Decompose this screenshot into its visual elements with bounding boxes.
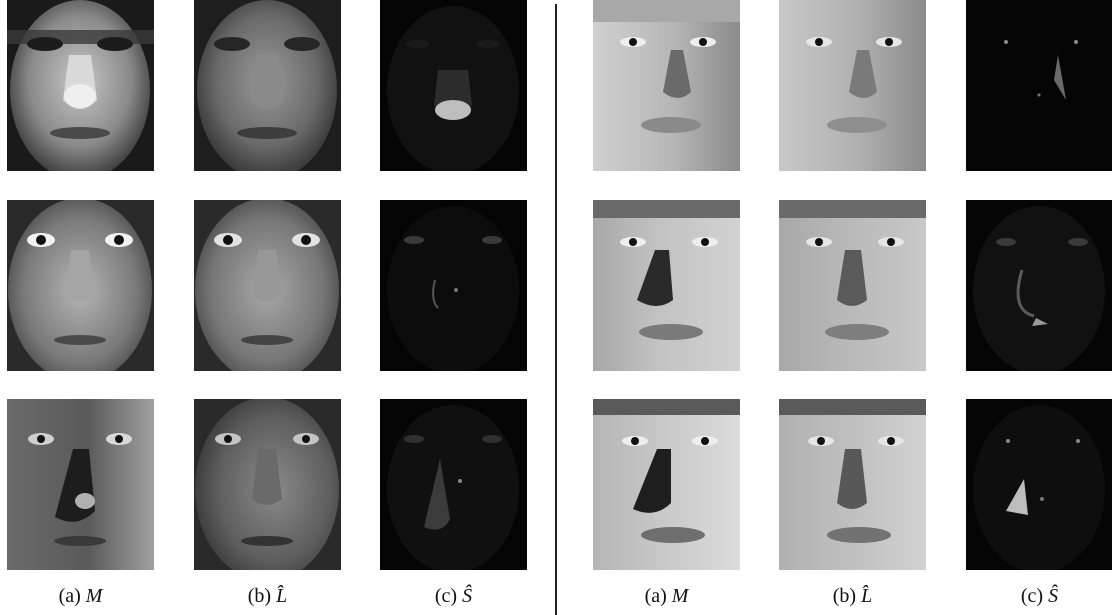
face-svg bbox=[966, 399, 1112, 570]
face-image-m-row1-left bbox=[7, 0, 154, 171]
face-svg bbox=[779, 0, 926, 171]
caption-a-right: (a) M bbox=[593, 585, 740, 608]
caption-symbol: L̂ bbox=[861, 585, 873, 607]
face-image-m-row2-right bbox=[593, 200, 740, 371]
face-svg bbox=[779, 399, 926, 570]
face-svg bbox=[593, 200, 740, 371]
face-image-s-row2-left bbox=[380, 200, 527, 371]
face-image-m-row3-left bbox=[7, 399, 154, 570]
face-image-m-row1-right bbox=[593, 0, 740, 171]
face-image-l-row1-left bbox=[194, 0, 341, 171]
caption-prefix: (c) bbox=[434, 585, 458, 607]
face-svg bbox=[593, 0, 740, 171]
caption-prefix: (c) bbox=[1020, 585, 1044, 607]
face-image-l-row2-right bbox=[779, 200, 926, 371]
face-svg bbox=[7, 399, 154, 570]
face-svg bbox=[380, 399, 527, 570]
face-svg bbox=[380, 200, 527, 371]
face-image-m-row3-right bbox=[593, 399, 740, 570]
face-image-s-row2-right bbox=[966, 200, 1112, 371]
face-svg bbox=[194, 200, 341, 371]
face-image-l-row3-left bbox=[194, 399, 341, 570]
face-image-l-row3-right bbox=[779, 399, 926, 570]
face-image-s-row3-left bbox=[380, 399, 527, 570]
caption-prefix: (a) bbox=[644, 585, 667, 607]
caption-symbol: L̂ bbox=[276, 585, 288, 607]
caption-c-right: (c) Ŝ bbox=[966, 585, 1112, 608]
face-svg bbox=[194, 399, 341, 570]
face-image-s-row1-right bbox=[966, 0, 1112, 171]
face-svg bbox=[380, 0, 527, 171]
right-figure-group: (a) M (b) L̂ (c) Ŝ bbox=[557, 0, 1112, 615]
face-image-s-row1-left bbox=[380, 0, 527, 171]
face-svg bbox=[593, 399, 740, 570]
face-svg bbox=[7, 200, 154, 371]
caption-symbol: M bbox=[85, 585, 103, 607]
caption-symbol: Ŝ bbox=[462, 585, 473, 607]
face-svg bbox=[966, 200, 1112, 371]
caption-prefix: (b) bbox=[247, 585, 272, 607]
face-svg bbox=[194, 0, 341, 171]
face-image-m-row2-left bbox=[7, 200, 154, 371]
caption-prefix: (b) bbox=[832, 585, 857, 607]
vertical-divider bbox=[555, 4, 557, 615]
caption-prefix: (a) bbox=[58, 585, 81, 607]
face-svg bbox=[7, 0, 154, 171]
face-image-l-row1-right bbox=[779, 0, 926, 171]
caption-symbol: Ŝ bbox=[1048, 585, 1059, 607]
caption-c-left: (c) Ŝ bbox=[380, 585, 527, 608]
face-image-s-row3-right bbox=[966, 399, 1112, 570]
caption-a-left: (a) M bbox=[7, 585, 154, 608]
caption-symbol: M bbox=[671, 585, 689, 607]
caption-b-left: (b) L̂ bbox=[194, 585, 341, 608]
face-svg bbox=[966, 0, 1112, 171]
caption-b-right: (b) L̂ bbox=[779, 585, 926, 608]
face-svg bbox=[779, 200, 926, 371]
left-figure-group: (a) M (b) L̂ (c) Ŝ bbox=[0, 0, 555, 615]
face-image-l-row2-left bbox=[194, 200, 341, 371]
